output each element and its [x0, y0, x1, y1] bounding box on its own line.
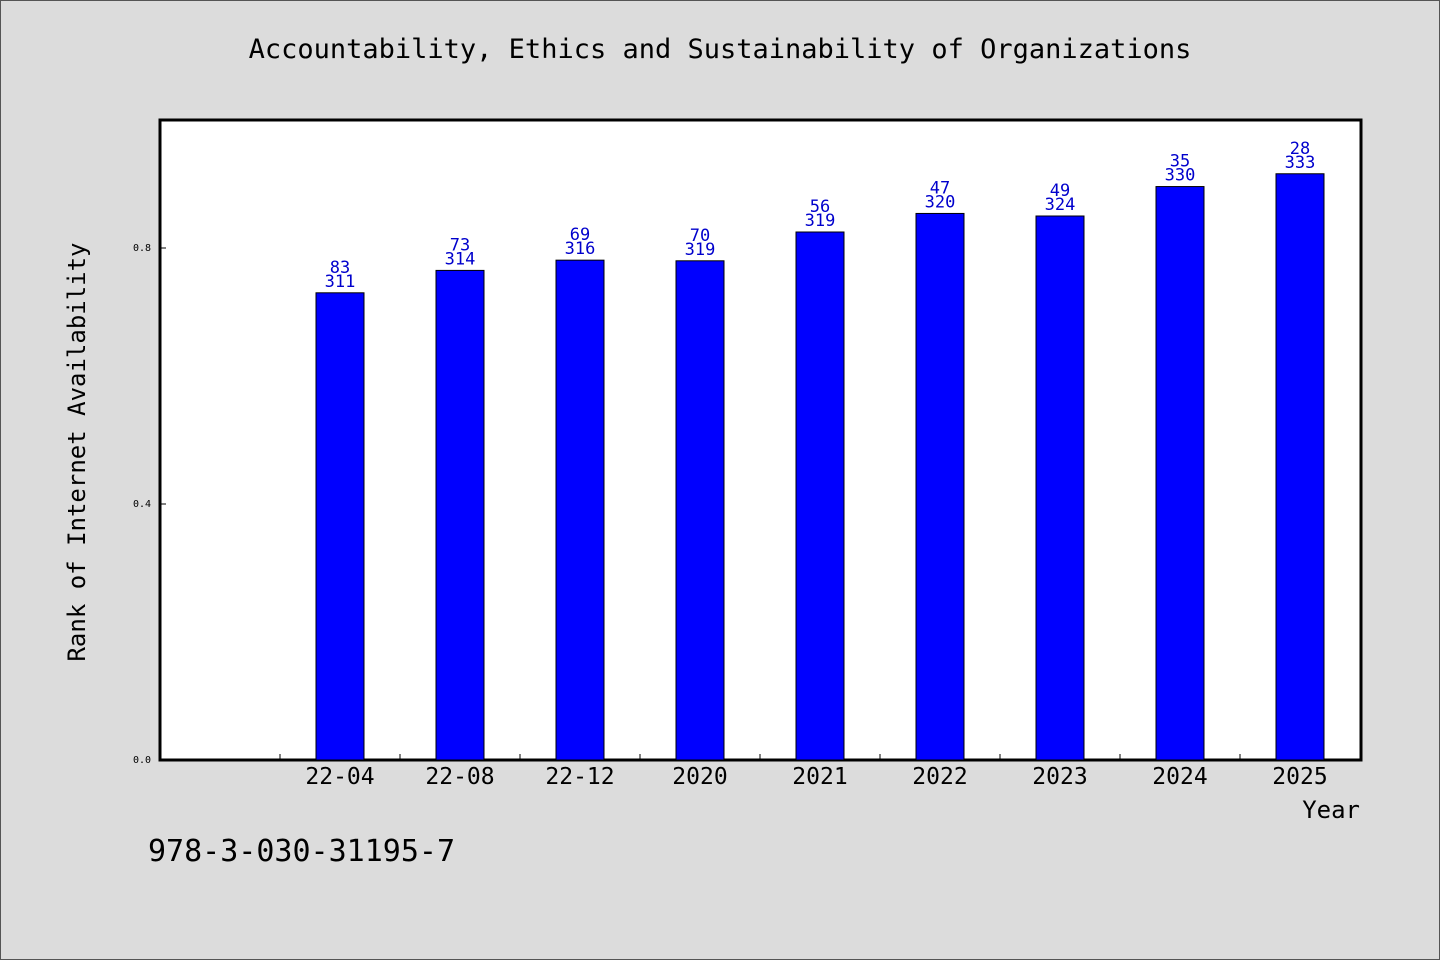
data-label-top-22-12: 69 — [570, 225, 590, 245]
chart-title: Accountability, Ethics and Sustainabilit… — [248, 34, 1192, 65]
x-axis-label: Year — [1302, 796, 1360, 824]
data-label-top-2020: 70 — [690, 226, 710, 246]
data-label-top-22-04: 83 — [330, 258, 350, 278]
data-label-top-2025: 28 — [1290, 139, 1310, 159]
bar-2023 — [1035, 215, 1085, 761]
bar-22-04 — [315, 292, 365, 761]
bar-22-08 — [435, 269, 485, 761]
data-label-bottom-2022: 320 — [925, 192, 956, 212]
x-tick-label-2023: 2023 — [1032, 764, 1087, 790]
x-tick-label-2020: 2020 — [672, 764, 727, 790]
y-axis-label: Rank of Internet Availability — [63, 242, 91, 661]
data-label-bottom-22-12: 316 — [565, 239, 596, 259]
x-tick-label-22-12: 22-12 — [545, 764, 614, 790]
bar-2020 — [675, 260, 725, 761]
bar-22-12 — [555, 259, 605, 761]
data-label-top-2022: 47 — [930, 178, 950, 198]
data-label-top-2024: 35 — [1170, 152, 1190, 172]
x-tick-label-2025: 2025 — [1272, 764, 1327, 790]
data-label-top-22-08: 73 — [450, 235, 470, 255]
data-label-bottom-2025: 333 — [1285, 153, 1316, 173]
isbn-text: 978-3-030-31195-7 — [148, 834, 456, 869]
y-tick-label-0.4: 0.4 — [133, 499, 151, 510]
x-tick-label-2024: 2024 — [1152, 764, 1207, 790]
x-tick-label-2022: 2022 — [912, 764, 967, 790]
data-label-top-2021: 56 — [810, 197, 830, 217]
data-label-bottom-2023: 324 — [1045, 195, 1076, 215]
x-tick-label-2021: 2021 — [792, 764, 847, 790]
x-tick-label-22-08: 22-08 — [425, 764, 494, 790]
y-tick-group: 0.0 0.4 0.8 — [133, 243, 166, 766]
x-tick-group: 22-04 22-08 22-12 2020 2021 2022 2023 2024 2025 — [279, 754, 1328, 790]
data-label-bottom-22-04: 311 — [325, 272, 356, 292]
data-label-bottom-2020: 319 — [685, 240, 716, 260]
bar-group: 8331173314693167031956319473204932435330… — [315, 139, 1325, 761]
bar-2025 — [1275, 173, 1325, 761]
y-tick-label-0.0: 0.0 — [133, 755, 151, 766]
bar-2022 — [915, 212, 965, 761]
data-label-top-2023: 49 — [1050, 181, 1070, 201]
bar-2021 — [795, 231, 845, 761]
data-label-bottom-2021: 319 — [805, 211, 836, 231]
x-tick-label-22-04: 22-04 — [305, 764, 374, 790]
y-tick-label-0.8: 0.8 — [133, 243, 151, 254]
data-label-bottom-22-08: 314 — [445, 249, 476, 269]
bar-2024 — [1155, 186, 1205, 761]
data-label-bottom-2024: 330 — [1165, 166, 1196, 186]
